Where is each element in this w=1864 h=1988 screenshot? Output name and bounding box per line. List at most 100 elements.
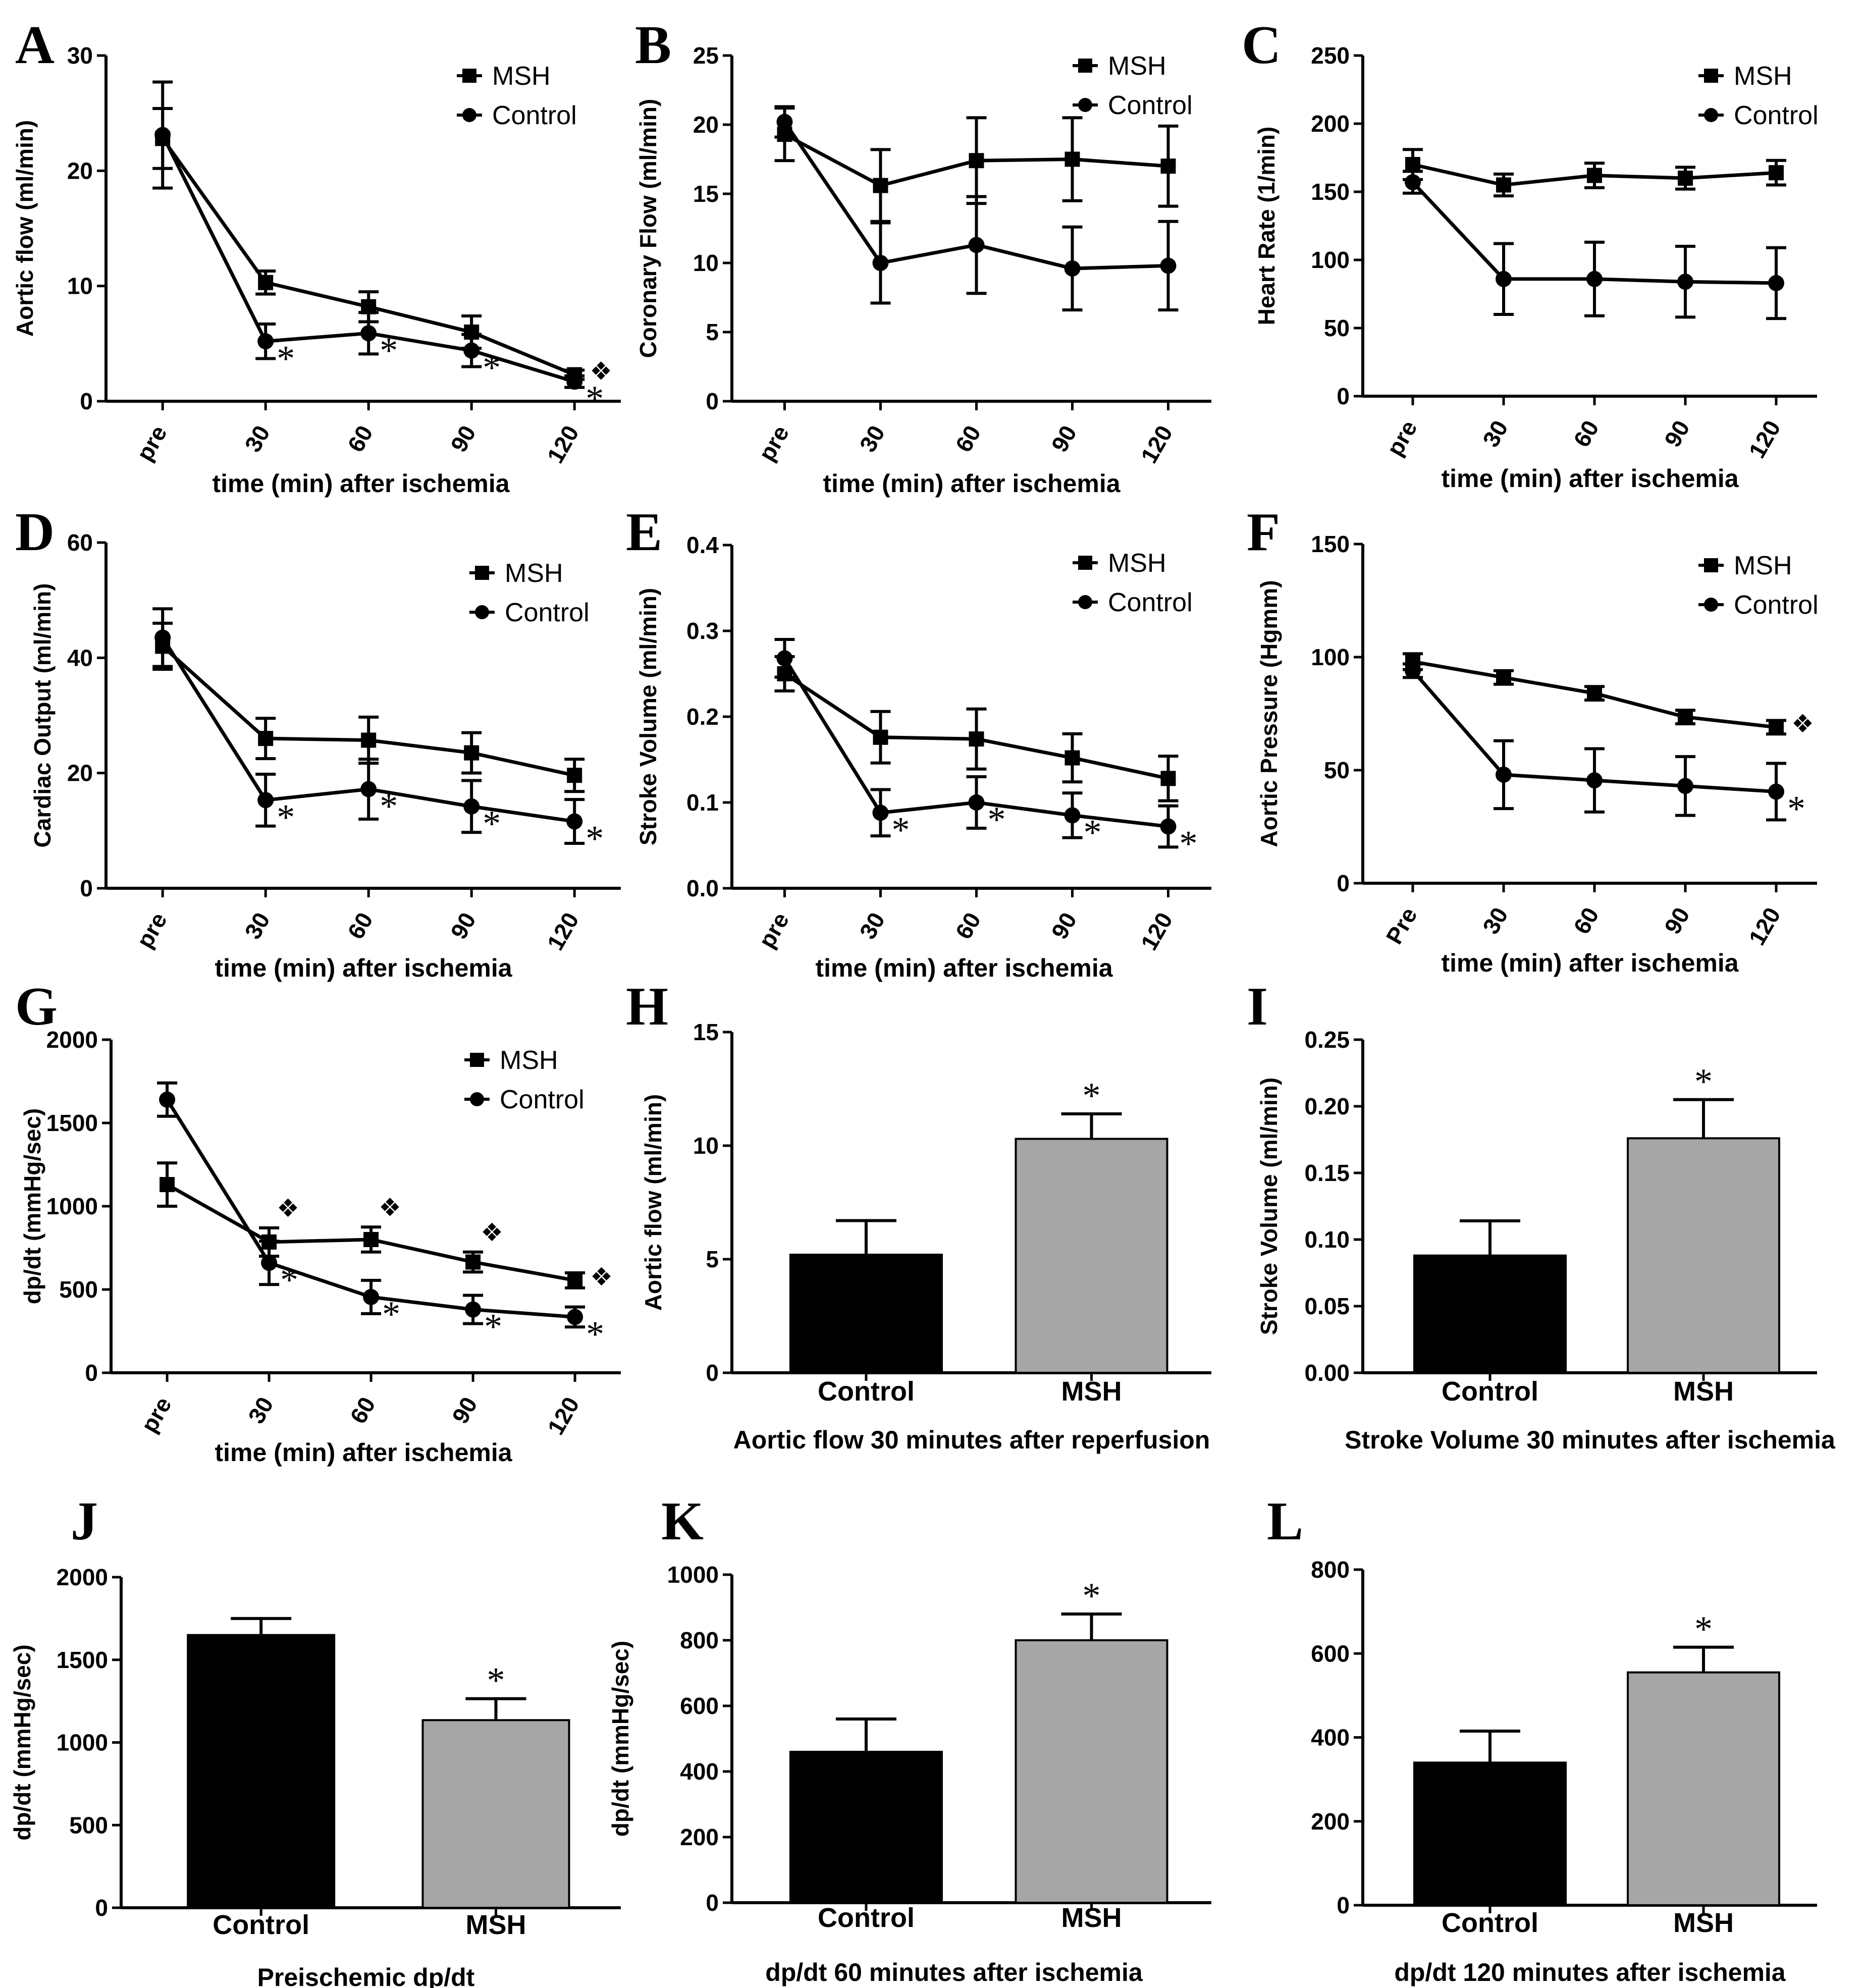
x-axis-label: time (min) after ischemia xyxy=(815,954,1113,982)
data-point-square xyxy=(567,1272,583,1288)
legend-square-marker xyxy=(475,566,489,580)
y-axis-label: Aortic flow (ml/min) xyxy=(12,120,38,337)
x-tick-label: 120 xyxy=(542,421,583,467)
panel-label: L xyxy=(1267,1491,1303,1551)
x-tick-label: 120 xyxy=(1136,421,1178,467)
data-point-circle xyxy=(1768,275,1784,291)
x-tick-label: 90 xyxy=(447,1392,483,1428)
series-control xyxy=(152,607,585,845)
y-tick-label: 0.0 xyxy=(686,875,719,901)
data-point-circle xyxy=(1768,783,1784,800)
panel-label: F xyxy=(1247,502,1280,562)
y-tick-label: 60 xyxy=(67,529,93,556)
panel-d: D 0 20 40 60 Cardiac Output (ml/min) time (min… xyxy=(15,502,621,982)
legend-circle-marker xyxy=(1704,108,1718,122)
legend-circle-marker xyxy=(1078,98,1092,112)
category-label: MSH xyxy=(1673,1376,1734,1407)
significance-diamond: ❖ xyxy=(590,1262,613,1292)
panel-label: J xyxy=(71,1491,98,1551)
panel-label: G xyxy=(15,977,58,1037)
x-tick-label: 30 xyxy=(855,421,890,456)
legend-circle-marker xyxy=(462,108,476,122)
series-msh xyxy=(157,1161,585,1289)
significance-star: * xyxy=(380,330,398,370)
y-axis-label: Cardiac Output (ml/min) xyxy=(29,583,56,848)
y-tick-label: 0 xyxy=(1337,870,1350,896)
y-tick-label: 0 xyxy=(706,388,719,414)
significance-star: * xyxy=(277,797,295,837)
x-tick-label: 60 xyxy=(342,421,378,456)
data-point-circle xyxy=(1160,818,1177,835)
data-point-square xyxy=(567,768,582,783)
y-tick-label: 600 xyxy=(1311,1640,1350,1667)
x-axis-label: time (min) after ischemia xyxy=(1441,949,1739,977)
y-tick-label: 20 xyxy=(693,112,719,138)
category-label: MSH xyxy=(466,1910,526,1940)
panel-e: E 0.0 0.1 0.2 0.3 0.4 Stroke Volume (ml/min) ti… xyxy=(626,502,1211,982)
y-tick-label: 250 xyxy=(1311,42,1350,69)
x-axis-label: time (min) after ischemia xyxy=(212,469,510,498)
bar-control xyxy=(1413,1761,1567,1906)
significance-star: * xyxy=(586,1314,604,1354)
y-tick-label: 0 xyxy=(95,1895,108,1921)
panel-label: A xyxy=(15,15,55,75)
y-tick-label: 0.3 xyxy=(686,618,719,644)
y-tick-label: 0.00 xyxy=(1304,1360,1350,1386)
y-axis-label: Heart Rate (1/min) xyxy=(1253,127,1280,326)
y-tick-label: 200 xyxy=(1311,111,1350,137)
x-tick-label: pre xyxy=(131,421,172,465)
x-tick-label: 30 xyxy=(239,908,275,943)
panel-label: K xyxy=(661,1491,704,1551)
legend-label: Control xyxy=(492,101,577,130)
data-point-square xyxy=(1496,177,1511,193)
x-tick-label: 60 xyxy=(342,908,378,943)
category-label: Control xyxy=(1442,1376,1538,1407)
y-axis-label: Aortic flow (ml/min) xyxy=(640,1094,666,1311)
significance-star: * xyxy=(585,379,604,419)
data-point-circle xyxy=(1405,662,1421,679)
y-axis-label: Stroke Volume (ml/min) xyxy=(1256,1078,1282,1335)
x-tick-label: 90 xyxy=(1046,421,1082,456)
panel-c: C 0 50 100 150 200 250 Heart Rate (1/min) time (… xyxy=(1242,15,1819,493)
x-axis-label: time (min) after ischemia xyxy=(215,954,512,982)
y-axis-label: Coronary Flow (ml/min) xyxy=(635,99,661,358)
x-tick-label: 120 xyxy=(1743,903,1785,949)
data-point-circle xyxy=(1064,807,1081,824)
data-point-circle xyxy=(1496,766,1512,783)
y-tick-label: 0.1 xyxy=(686,789,719,816)
y-tick-label: 0 xyxy=(1337,383,1350,409)
legend-square-marker xyxy=(1078,59,1092,73)
bar-control xyxy=(1413,1254,1567,1374)
y-tick-label: 1500 xyxy=(57,1647,108,1673)
legend-label: MSH xyxy=(505,559,563,588)
data-point-circle xyxy=(261,1255,278,1271)
x-axis-label: Preischemic dp/dt xyxy=(257,1963,475,1988)
data-point-circle xyxy=(1677,778,1693,794)
y-tick-label: 50 xyxy=(1324,757,1350,783)
data-point-circle xyxy=(360,781,377,797)
y-tick-label: 600 xyxy=(680,1693,719,1719)
data-point-square xyxy=(1587,168,1602,183)
data-point-circle xyxy=(1064,260,1081,277)
x-tick-label: 30 xyxy=(239,421,275,456)
bar-msh xyxy=(1015,1639,1168,1904)
legend-square-marker xyxy=(1704,558,1718,572)
data-point-square xyxy=(873,729,888,745)
y-tick-label: 0 xyxy=(80,388,93,414)
y-tick-label: 0 xyxy=(706,1360,719,1386)
y-tick-label: 800 xyxy=(1311,1556,1350,1583)
x-tick-label: pre xyxy=(136,1392,177,1437)
data-point-square xyxy=(1160,771,1176,786)
series-control xyxy=(1403,170,1786,320)
bar-msh xyxy=(421,1719,570,1909)
y-tick-label: 0 xyxy=(1337,1892,1350,1918)
data-point-square xyxy=(363,1232,379,1247)
data-point-square xyxy=(1160,158,1176,174)
category-label: Control xyxy=(818,1376,915,1407)
data-point-square xyxy=(465,1254,481,1270)
data-point-square xyxy=(1064,750,1080,766)
y-tick-label: 0 xyxy=(80,875,93,901)
y-tick-label: 10 xyxy=(693,1133,719,1159)
significance-star: * xyxy=(1694,1061,1713,1102)
x-tick-label: 60 xyxy=(1568,903,1604,938)
